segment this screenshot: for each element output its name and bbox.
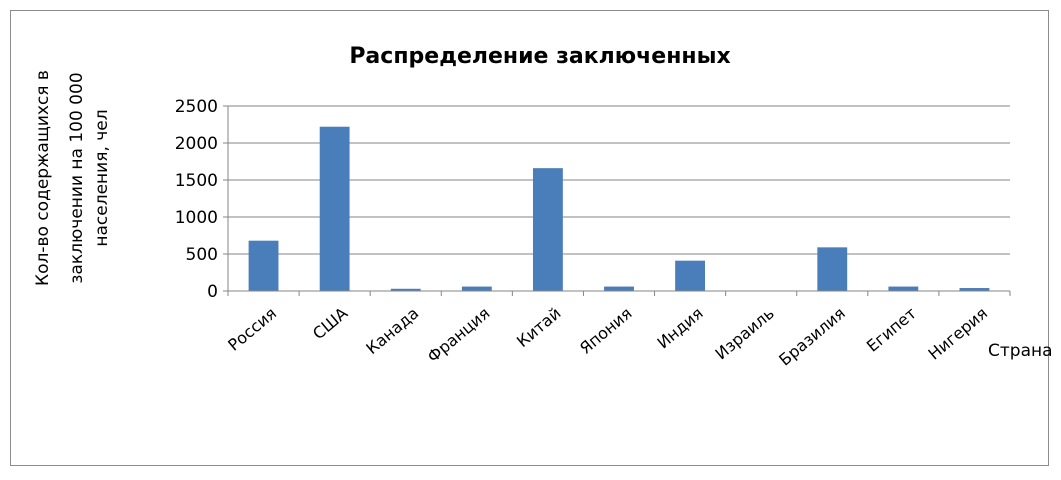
x-tick-label: Китай — [513, 304, 564, 352]
bar-11 — [959, 288, 990, 291]
x-tick-label: Франция — [424, 304, 494, 367]
y-tick-label: 2000 — [175, 134, 218, 154]
x-tick-label: Канада — [362, 304, 422, 359]
x-tick-label: Бразилия — [775, 304, 849, 370]
bar-6 — [604, 286, 634, 291]
y-tick-label: 1000 — [175, 208, 218, 228]
x-axis-title: Страна — [988, 341, 1053, 361]
axes — [227, 106, 1011, 296]
bar-5 — [532, 168, 563, 291]
x-tick-label: США — [309, 303, 351, 343]
y-tick-labels: 0 500 1000 1500 2000 2500 — [175, 97, 228, 302]
x-tick-label: Россия — [224, 304, 280, 355]
bar-2 — [319, 126, 350, 291]
y-tick-label: 2500 — [175, 97, 218, 117]
bar-1 — [248, 240, 279, 291]
x-tick-labels: Россия США Канада Франция Китай Япония Индия Из… — [224, 303, 991, 369]
x-tick-label: Индия — [653, 304, 706, 353]
chart-title: Распределение заключенных — [349, 44, 730, 69]
y-axis-title-line-3: населения, чел — [92, 109, 112, 246]
x-tick-label: Нигерия — [925, 304, 991, 364]
bar-9 — [817, 247, 848, 291]
y-axis-title-line-2: заключении на 100 000 — [67, 72, 87, 283]
chart-frame — [10, 10, 1049, 466]
bar-10 — [888, 286, 919, 291]
bar-3 — [390, 288, 421, 291]
x-tick-label: Израиль — [712, 304, 778, 364]
gridlines — [228, 105, 1010, 255]
bar-4 — [461, 286, 492, 291]
y-tick-label: 500 — [186, 245, 218, 265]
y-axis-title-line-1: Кол-во содержащихся в — [33, 70, 53, 286]
bar-7 — [675, 260, 706, 291]
x-tick-label: Япония — [576, 304, 636, 358]
y-tick-label: 1500 — [175, 171, 218, 191]
bars — [248, 126, 990, 291]
x-tick-label: Египет — [863, 304, 920, 356]
y-tick-label: 0 — [207, 282, 218, 302]
